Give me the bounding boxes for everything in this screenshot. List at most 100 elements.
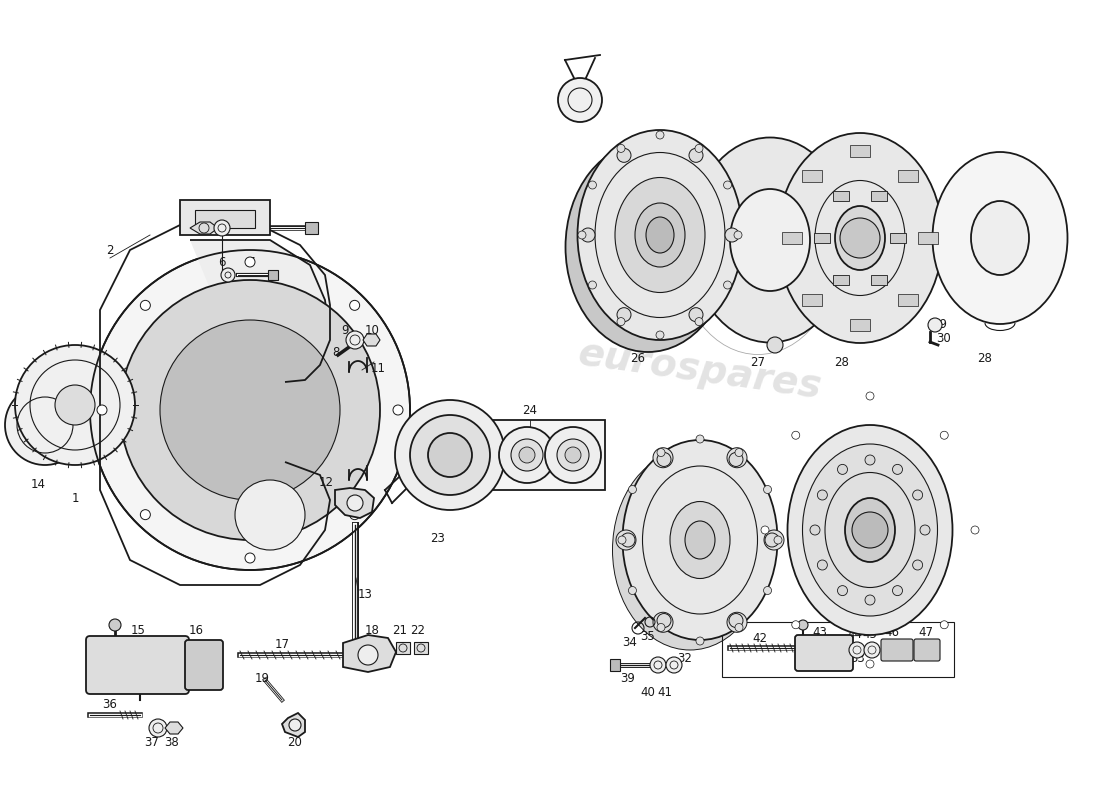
FancyBboxPatch shape: [86, 636, 189, 694]
Polygon shape: [190, 222, 218, 234]
Text: 40: 40: [640, 686, 656, 698]
Bar: [180, 200, 270, 235]
Circle shape: [588, 281, 596, 289]
Circle shape: [725, 228, 739, 242]
Polygon shape: [282, 713, 305, 737]
Circle shape: [245, 553, 255, 563]
Ellipse shape: [803, 444, 937, 616]
Text: 22: 22: [410, 623, 426, 637]
Circle shape: [15, 345, 135, 465]
Circle shape: [109, 619, 121, 631]
FancyBboxPatch shape: [881, 639, 913, 661]
Text: 12: 12: [319, 475, 333, 489]
Circle shape: [761, 526, 769, 534]
Circle shape: [864, 642, 880, 658]
Text: 28: 28: [835, 355, 849, 369]
Text: 24: 24: [522, 403, 538, 417]
Bar: [414, 642, 428, 654]
Bar: [898, 294, 918, 306]
Circle shape: [346, 495, 363, 511]
Polygon shape: [343, 635, 396, 672]
Circle shape: [616, 530, 636, 550]
Ellipse shape: [623, 440, 778, 640]
Circle shape: [90, 250, 410, 570]
Circle shape: [892, 586, 902, 596]
Circle shape: [940, 431, 948, 439]
Text: 38: 38: [165, 735, 179, 749]
Text: 4: 4: [210, 211, 218, 225]
Circle shape: [628, 486, 637, 494]
Text: 33: 33: [850, 651, 866, 665]
Circle shape: [866, 660, 874, 668]
Circle shape: [350, 300, 360, 310]
Circle shape: [792, 621, 800, 629]
Circle shape: [729, 453, 743, 466]
Text: 9: 9: [341, 323, 349, 337]
Text: 30: 30: [936, 331, 952, 345]
Polygon shape: [336, 488, 374, 518]
Bar: [490, 420, 605, 490]
Circle shape: [727, 448, 747, 468]
Circle shape: [588, 181, 596, 189]
Circle shape: [346, 331, 364, 349]
Circle shape: [499, 427, 556, 483]
Bar: [833, 190, 849, 201]
Text: 27: 27: [750, 355, 766, 369]
Circle shape: [657, 453, 671, 466]
Circle shape: [928, 318, 942, 332]
Text: 18: 18: [364, 623, 380, 637]
Text: 25: 25: [564, 82, 580, 94]
Polygon shape: [190, 240, 330, 435]
Circle shape: [735, 623, 743, 631]
Circle shape: [763, 586, 771, 594]
Bar: [782, 232, 802, 244]
Circle shape: [428, 433, 472, 477]
Polygon shape: [165, 722, 183, 734]
Ellipse shape: [565, 142, 730, 352]
Circle shape: [395, 400, 505, 510]
Ellipse shape: [685, 521, 715, 559]
Circle shape: [724, 181, 732, 189]
Circle shape: [350, 510, 360, 520]
Bar: [814, 233, 830, 243]
Circle shape: [578, 231, 586, 239]
Circle shape: [289, 719, 301, 731]
Circle shape: [865, 595, 874, 605]
Circle shape: [245, 257, 255, 267]
Circle shape: [696, 435, 704, 443]
Circle shape: [6, 385, 85, 465]
Text: 36: 36: [102, 698, 118, 711]
Bar: [722, 622, 954, 677]
Circle shape: [656, 131, 664, 139]
Circle shape: [763, 486, 771, 494]
Circle shape: [557, 439, 588, 471]
Circle shape: [696, 637, 704, 645]
Bar: [195, 210, 255, 228]
Text: 45: 45: [862, 627, 878, 641]
Circle shape: [617, 318, 625, 326]
Circle shape: [727, 612, 747, 632]
Bar: [898, 170, 918, 182]
Bar: [871, 275, 887, 286]
Ellipse shape: [615, 178, 705, 293]
Circle shape: [55, 385, 95, 425]
Text: 21: 21: [393, 623, 407, 637]
Circle shape: [865, 455, 874, 465]
Circle shape: [650, 657, 666, 673]
Text: 16: 16: [188, 623, 204, 637]
Circle shape: [724, 281, 732, 289]
Circle shape: [837, 586, 847, 596]
Circle shape: [141, 510, 151, 520]
Bar: [802, 294, 822, 306]
Text: 32: 32: [678, 651, 692, 665]
Circle shape: [221, 268, 235, 282]
Text: 3: 3: [188, 211, 196, 225]
Text: 47: 47: [918, 626, 934, 638]
Text: 13: 13: [358, 589, 373, 602]
Circle shape: [519, 447, 535, 463]
Circle shape: [393, 405, 403, 415]
Text: 42: 42: [752, 631, 768, 645]
Circle shape: [764, 530, 784, 550]
Circle shape: [621, 533, 635, 547]
Text: eurospares: eurospares: [575, 334, 824, 406]
